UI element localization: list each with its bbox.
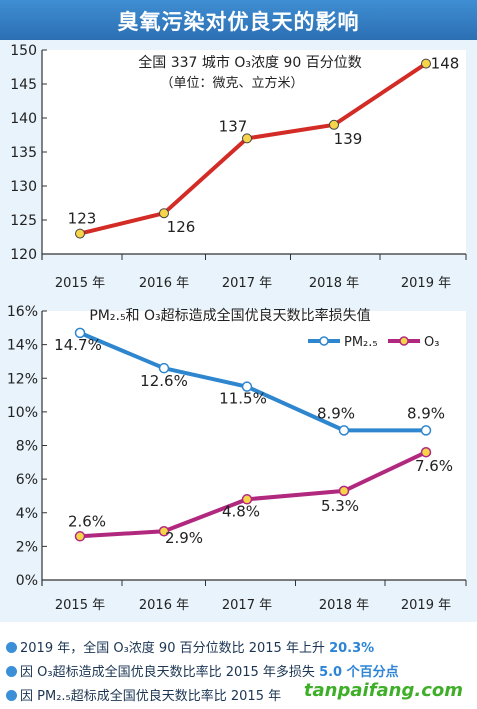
bullet-text: 因 PM₂.₅超标成全国优良天数比率比 2015 年: [20, 689, 282, 704]
bullet-item: 因 PM₂.₅超标成全国优良天数比率比 2015 年: [6, 685, 281, 704]
data-label: 2.9%: [165, 529, 203, 547]
data-point: [338, 425, 350, 436]
x-tick-label: 2016 年: [139, 598, 189, 613]
good-days-loss-chart: 0% 2% 4% 6% 8% 10% 12% 14% 16% 2015 年 2016 年 2017 年…: [7, 304, 467, 613]
data-label: 5.3%: [321, 497, 359, 515]
plot-area: [42, 311, 466, 580]
y-tick-label: 2%: [16, 539, 38, 555]
y-tick-label: 145: [10, 77, 37, 93]
data-label: 11.5%: [219, 390, 267, 408]
o3-data-point: [159, 208, 169, 219]
x-tick-label: 2018 年: [309, 276, 359, 291]
x-tick-label: 2019 年: [401, 598, 451, 613]
o3-data-point: [421, 58, 431, 69]
y-tick-label: 130: [10, 179, 37, 195]
x-tick-label: 2019 年: [401, 276, 451, 291]
y-tick-label: 0%: [16, 573, 38, 589]
y-tick-label: 120: [10, 247, 37, 263]
data-label: 8.9%: [407, 404, 445, 422]
y-tick-label: 6%: [16, 472, 38, 488]
data-point: [420, 446, 432, 458]
data-label: 14.7%: [54, 336, 102, 354]
watermark: tanpaifang.com: [303, 680, 463, 701]
bullet-dot-icon: [6, 666, 17, 677]
chart-title: PM₂.₅和 O₃超标造成全国优良天数比率损失值: [89, 307, 370, 324]
data-label: 139: [334, 130, 363, 148]
chart-subtitle: （单位：微克、立方米）: [160, 75, 303, 91]
loss-chart-panel: 0% 2% 4% 6% 8% 10% 12% 14% 16% 2015 年 2016 年 2017 年…: [0, 297, 477, 622]
page-header: 臭氧污染对优良天的影响: [0, 0, 477, 40]
data-point: [241, 381, 253, 392]
data-point: [74, 327, 86, 339]
y-tick-label: 125: [10, 213, 37, 229]
y-tick-label: 16%: [7, 304, 38, 320]
y-tick-label: 14%: [7, 338, 38, 354]
data-label: 126: [167, 218, 196, 236]
page-title: 臭氧污染对优良天的影响: [117, 10, 360, 34]
y-tick-label: 4%: [16, 506, 38, 522]
o3-data-point: [242, 133, 252, 144]
x-tick-label: 2015 年: [55, 276, 105, 291]
data-label: 12.6%: [140, 372, 188, 390]
legend-marker: [319, 336, 329, 346]
data-label: 7.6%: [415, 457, 453, 475]
x-tick-label: 2017 年: [222, 598, 272, 613]
data-point: [420, 425, 432, 436]
data-label: 4.8%: [222, 502, 260, 520]
data-label: 2.6%: [68, 512, 106, 530]
data-point: [241, 494, 253, 505]
o3-data-point: [329, 119, 339, 130]
y-tick-label: 8%: [16, 439, 38, 455]
data-point: [74, 531, 86, 542]
legend-label: O₃: [424, 335, 439, 350]
y-tick-label: 150: [10, 43, 37, 59]
data-label: 8.9%: [317, 404, 355, 422]
data-point: [158, 525, 170, 537]
x-tick-label: 2016 年: [139, 276, 189, 291]
x-tick-label: 2015 年: [55, 598, 105, 613]
o3-chart-panel: 120 125 130 135 140 145 150 2015 年 2016 年 2017 年 2…: [0, 40, 477, 297]
data-label: 148: [431, 55, 460, 73]
legend-marker: [399, 336, 409, 346]
y-tick-label: 140: [10, 111, 37, 127]
chart-title: 全国 337 城市 O₃浓度 90 百分位数: [138, 54, 361, 71]
bullet-highlight: 5.0 个百分点: [319, 665, 399, 680]
data-point: [158, 362, 170, 374]
bullet-item: 2019 年，全国 O₃浓度 90 百分位数比 2015 年上升 20.3%: [6, 637, 374, 656]
data-label: 137: [219, 117, 248, 135]
legend-label: PM₂.₅: [344, 335, 378, 350]
x-tick-label: 2017 年: [222, 276, 272, 291]
bullet-item: 因 O₃超标造成全国优良天数比率比 2015 年多损失 5.0 个百分点: [6, 661, 399, 680]
data-point: [338, 485, 350, 497]
bullet-dot-icon: [6, 690, 17, 701]
x-tick-label: 2018 年: [319, 598, 369, 613]
bullet-text: 因 O₃超标造成全国优良天数比率比 2015 年多损失: [20, 665, 320, 680]
y-tick-label: 135: [10, 145, 37, 161]
o3-concentration-chart: 120 125 130 135 140 145 150 2015 年 2016 年 2017 年 2…: [10, 43, 467, 291]
bullet-dot-icon: [6, 642, 17, 653]
bullet-text: 2019 年，全国 O₃浓度 90 百分位数比 2015 年上升: [20, 641, 330, 656]
bullet-highlight: 20.3%: [329, 641, 375, 656]
y-tick-label: 10%: [7, 405, 38, 421]
o3-data-point: [75, 228, 85, 239]
data-label: 123: [68, 210, 97, 228]
y-tick-label: 12%: [7, 371, 38, 387]
